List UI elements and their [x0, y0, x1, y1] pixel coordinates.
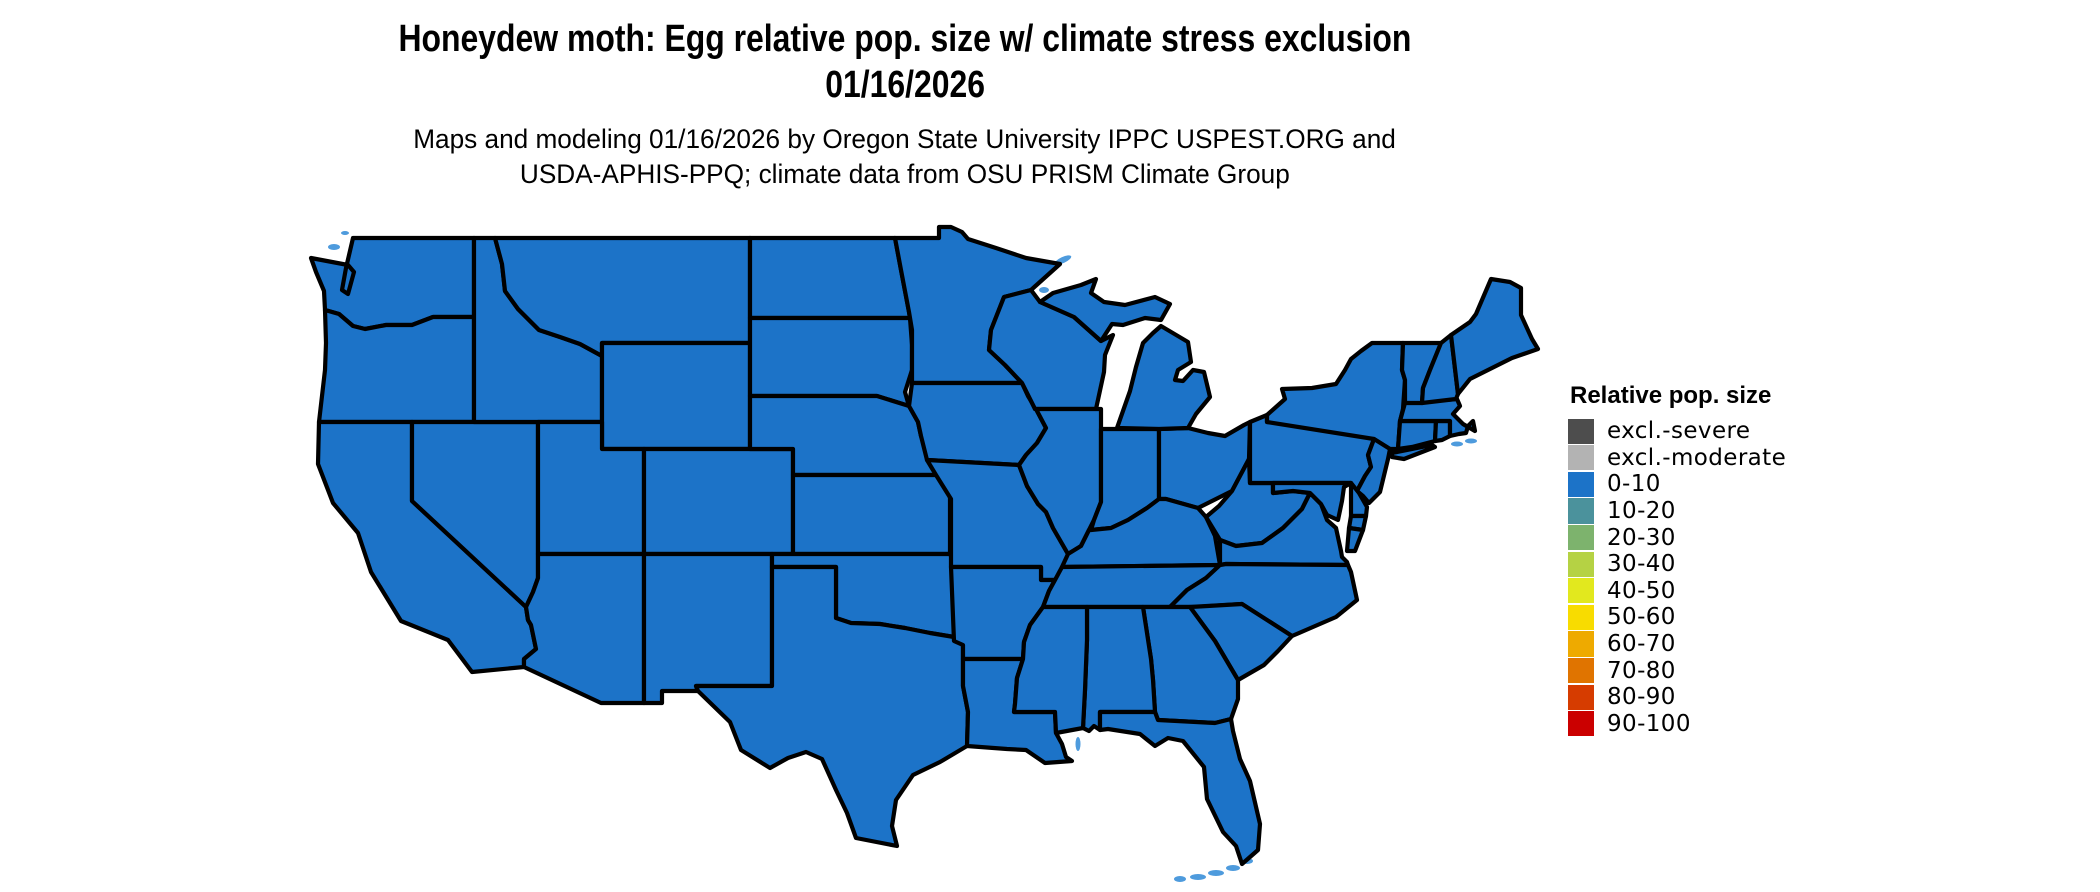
legend-item: excl.-moderate: [1568, 445, 1786, 472]
legend-swatch: [1568, 578, 1594, 604]
legend-label: excl.-moderate: [1607, 444, 1787, 471]
legend-item: 80-90: [1568, 684, 1786, 711]
island-chandeleur: [1075, 737, 1081, 751]
state-kansas: [790, 472, 953, 557]
legend-swatch: [1568, 604, 1594, 631]
state-virginia-eastern-shore: [1344, 525, 1366, 554]
state-south-dakota: [747, 315, 915, 409]
island-florida-key-2: [1226, 865, 1240, 871]
legend-rows: excl.-severe excl.-moderate 0-10 10-20 20-30…: [1568, 418, 1786, 737]
legend-swatch: [1568, 418, 1594, 444]
legend-item: 10-20: [1568, 498, 1786, 525]
island-florida-key-3: [1208, 870, 1224, 876]
legend-item: 70-80: [1568, 657, 1786, 684]
state-north-dakota: [747, 235, 913, 321]
legend-label: 10-20: [1607, 498, 1676, 525]
island-florida-key-4: [1190, 874, 1206, 880]
state-new-mexico: [641, 551, 775, 706]
legend-label: 50-60: [1607, 604, 1676, 631]
state-maine: [1448, 276, 1541, 397]
state-texas: [693, 564, 971, 849]
page-title: Honeydew moth: Egg relative pop. size w/…: [255, 16, 1555, 108]
state-new-york-long-island: [1389, 442, 1438, 462]
legend-item: 20-30: [1568, 524, 1786, 551]
legend-item: 50-60: [1568, 604, 1786, 631]
state-rhode-island: [1432, 418, 1453, 444]
legend-swatch: [1568, 525, 1594, 551]
island-florida-key-5: [1174, 876, 1186, 882]
legend-swatch: [1568, 445, 1594, 471]
legend-item: 60-70: [1568, 631, 1786, 658]
legend-swatch: [1568, 631, 1594, 657]
legend-label: 40-50: [1607, 577, 1676, 604]
state-michigan-upper: [1037, 276, 1173, 344]
title-line-2: 01/16/2026: [825, 64, 985, 106]
legend-label: excl.-severe: [1607, 418, 1751, 445]
island-nantucket: [1465, 438, 1477, 444]
state-michigan-lower: [1114, 323, 1213, 432]
subtitle-line-2: USDA-APHIS-PPQ; climate data from OSU PR…: [520, 159, 1290, 189]
state-maryland: [1270, 480, 1354, 523]
legend-label: 30-40: [1607, 551, 1676, 578]
legend-swatch: [1568, 471, 1594, 498]
island-marthas-vineyard: [1451, 441, 1463, 447]
legend-label: 90-100: [1607, 710, 1691, 737]
map-legend: Relative pop. size excl.-severe excl.-mod…: [1568, 381, 1786, 737]
state-wyoming: [599, 340, 753, 452]
state-florida: [1097, 709, 1263, 867]
legend-item: 40-50: [1568, 578, 1786, 605]
legend-swatch: [1568, 711, 1594, 737]
legend-label: 80-90: [1607, 684, 1676, 711]
legend-item: 30-40: [1568, 551, 1786, 578]
title-line-1: Honeydew moth: Egg relative pop. size w/…: [398, 18, 1412, 60]
legend-swatch: [1568, 684, 1594, 710]
legend-label: 60-70: [1607, 631, 1676, 658]
state-delaware: [1348, 480, 1370, 519]
legend-swatch: [1568, 498, 1594, 524]
subtitle-line-1: Maps and modeling 01/16/2026 by Oregon S…: [413, 124, 1397, 154]
state-shapes: [308, 224, 1541, 867]
island-strait: [341, 231, 349, 235]
legend-item: excl.-severe: [1568, 418, 1786, 445]
state-oregon: [316, 307, 477, 425]
legend-title: Relative pop. size: [1570, 382, 1772, 409]
legend-label: 70-80: [1607, 657, 1676, 684]
island-apostle: [1039, 287, 1049, 293]
island-san-juan: [328, 244, 340, 250]
legend-swatch: [1568, 551, 1594, 577]
legend-label: 0-10: [1607, 471, 1661, 498]
state-colorado: [641, 446, 796, 557]
legend-item: 0-10: [1568, 471, 1786, 498]
page-subtitle: Maps and modeling 01/16/2026 by Oregon S…: [255, 122, 1555, 192]
legend-label: 20-30: [1607, 524, 1676, 551]
state-massachusetts: [1397, 396, 1478, 439]
legend-swatch: [1568, 658, 1594, 684]
state-mississippi: [1011, 604, 1090, 736]
state-arizona: [521, 551, 647, 706]
legend-item: 90-100: [1568, 711, 1786, 738]
